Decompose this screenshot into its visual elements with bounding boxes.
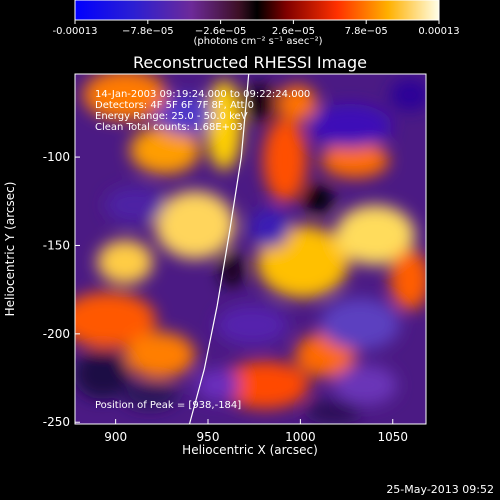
- solar-limb-line: [188, 73, 250, 425]
- colorbar-tick-label: 0.00013: [418, 26, 459, 37]
- plot-area: [74, 73, 427, 425]
- x-tick-label: 950: [197, 430, 220, 444]
- y-tick-label: -250: [43, 415, 70, 429]
- colorbar-gradient: [74, 0, 440, 21]
- annotation-line: Clean Total counts: 1.68E+03: [95, 122, 243, 133]
- colorbar-unit: (photons cm⁻² s⁻¹ asec⁻²): [193, 36, 322, 47]
- annotation-line: Energy Range: 25.0 - 50.0 keV: [95, 111, 248, 122]
- limb-layer: [188, 73, 250, 425]
- x-axis-ticks: 900 950 1000 1050: [104, 419, 408, 444]
- colorbar-tick-label: -0.00013: [53, 26, 98, 37]
- x-tick-label: 1000: [285, 430, 316, 444]
- peak-position-label: Position of Peak = [938,-184]: [95, 400, 241, 411]
- plot-frame: [74, 73, 427, 425]
- x-axis-label: Heliocentric X (arcsec): [182, 443, 318, 457]
- footer-date: 25-May-2013 09:52: [386, 483, 494, 496]
- y-tick-label: -200: [43, 327, 70, 341]
- colorbar-tick-label: −7.8e−05: [122, 26, 174, 37]
- annotations: 14-Jan-2003 09:19:24.000 to 09:22:24.000…: [95, 89, 310, 133]
- x-tick-label: 1050: [377, 430, 408, 444]
- x-tick-label: 900: [104, 430, 127, 444]
- y-axis-ticks: -100 -150 -200 -250: [43, 150, 80, 429]
- colorbar-tick-label: 7.8e−05: [345, 26, 388, 37]
- y-tick-label: -100: [43, 150, 70, 164]
- heatmap-field: [75, 74, 426, 424]
- annotation-line: Detectors: 4F 5F 6F 7F 8F, Att 0: [95, 100, 254, 111]
- colorbar-ticks: -0.00013 −7.8e−05 −2.6e−05 2.6e−05 7.8e−05 0.…: [53, 20, 460, 37]
- colorbar-tick-label: 2.6e−05: [272, 26, 315, 37]
- y-axis-label: Heliocentric Y (arcsec): [3, 182, 17, 317]
- colorbar-tick-label: −2.6e−05: [195, 26, 247, 37]
- annotation-line: 14-Jan-2003 09:19:24.000 to 09:22:24.000: [95, 89, 310, 100]
- colorbar: -0.00013 −7.8e−05 −2.6e−05 2.6e−05 7.8e−05 0.…: [53, 0, 460, 47]
- chart-title: Reconstructed RHESSI Image: [133, 53, 367, 72]
- y-tick-label: -150: [43, 238, 70, 252]
